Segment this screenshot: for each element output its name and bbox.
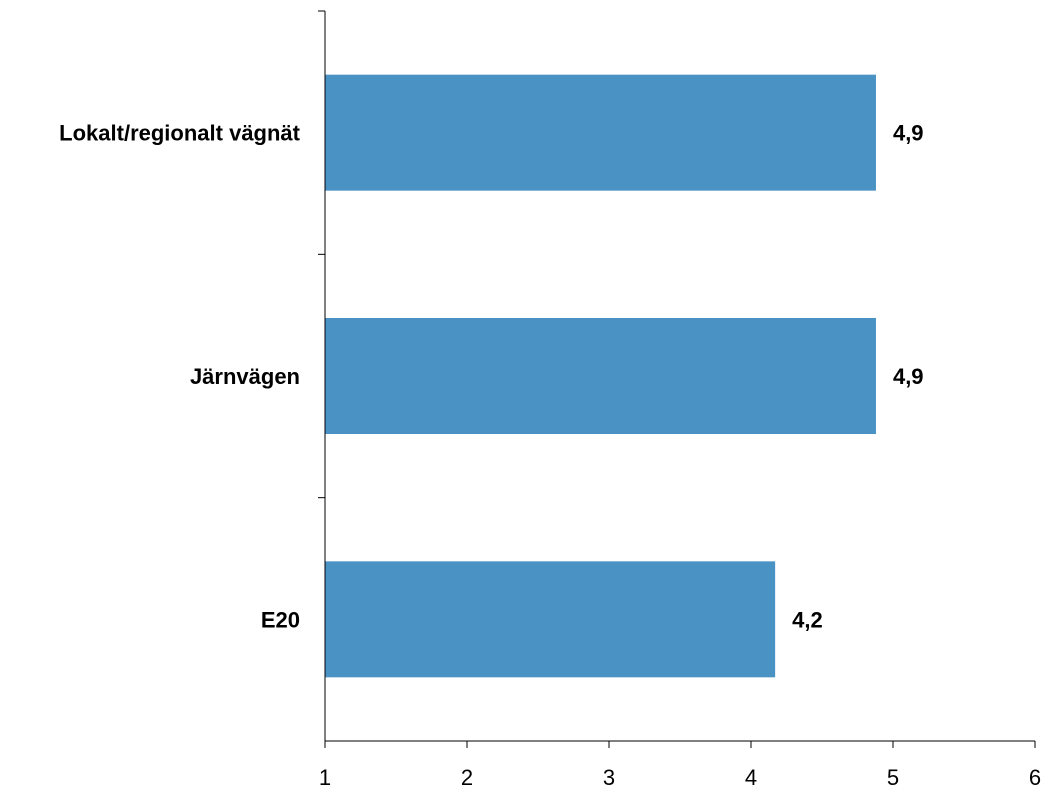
x-tick-label-0: 1 [319, 765, 331, 790]
category-label-0: Lokalt/regionalt vägnät [59, 121, 300, 146]
plot-area: Lokalt/regionalt vägnät 4,9 Järnvägen 4,9 E2… [59, 10, 1041, 790]
x-tick-label-1: 2 [461, 765, 473, 790]
x-tick-label-5: 6 [1029, 765, 1041, 790]
x-tick-label-2: 3 [603, 765, 615, 790]
bar-2 [325, 561, 776, 678]
x-tick-label-4: 5 [887, 765, 899, 790]
data-label-0: 4,9 [893, 121, 924, 146]
bar-1 [325, 318, 876, 434]
data-label-2: 4,2 [792, 607, 823, 632]
bar-0 [325, 74, 876, 191]
category-label-2: E20 [261, 607, 300, 632]
data-label-1: 4,9 [893, 364, 924, 389]
x-tick-label-3: 4 [745, 765, 757, 790]
category-label-1: Järnvägen [190, 364, 300, 389]
